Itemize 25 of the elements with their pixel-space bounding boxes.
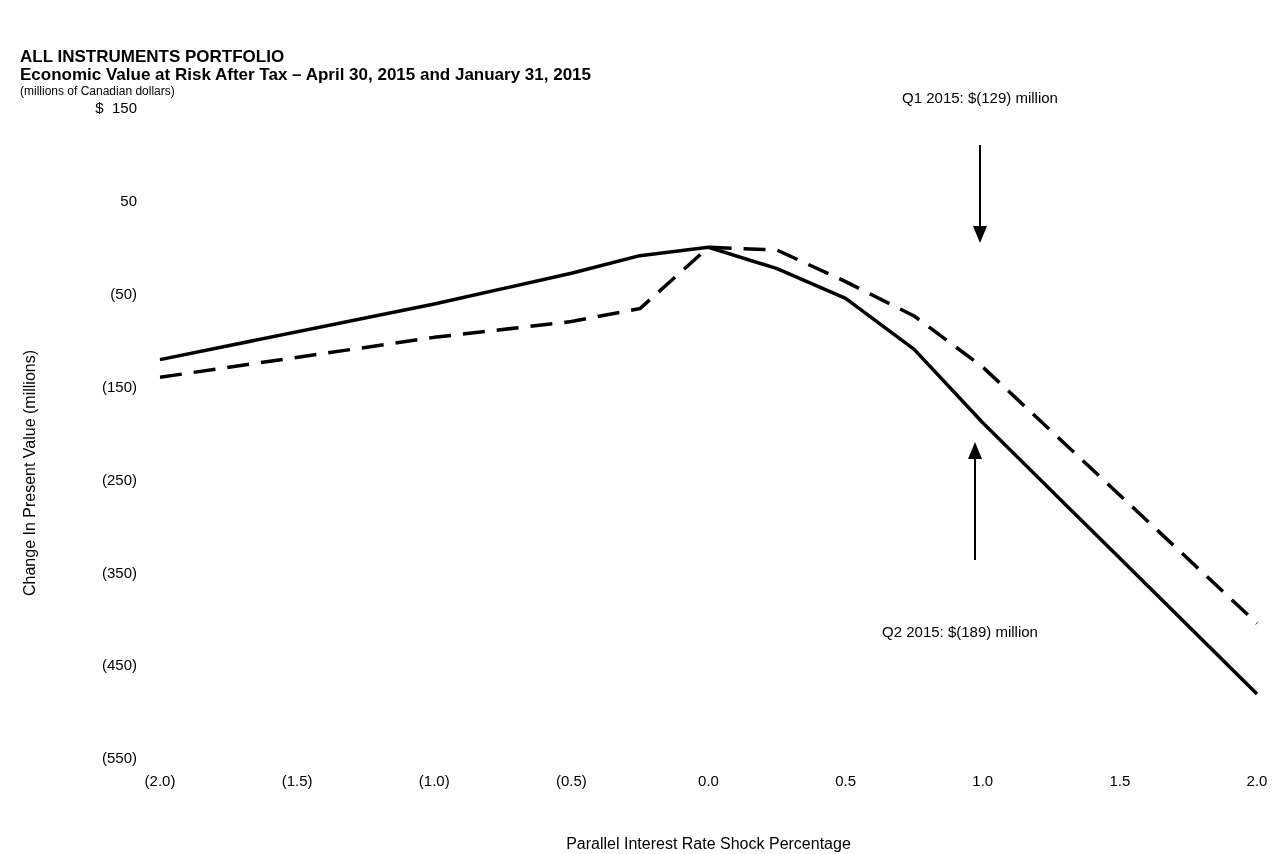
y-tick-label: $ 150: [95, 99, 137, 117]
x-tick-label: 0.0: [698, 772, 719, 789]
y-tick-label: (450): [101, 656, 137, 674]
y-tick-label: (50): [110, 284, 137, 302]
x-tick-label: (0.5): [555, 772, 587, 789]
text: Q1 2015: $(129) million: [902, 89, 1058, 106]
chart-title: ALL INSTRUMENTS PORTFOLIO: [20, 47, 285, 66]
x-tick-label: 2.0: [1246, 772, 1268, 789]
x-tick-label: 1.0: [972, 772, 994, 789]
y-tick-label: (250): [101, 470, 137, 488]
x-axis-title: Parallel Interest Rate Shock Percentage: [566, 835, 851, 852]
x-tick-label: 0.5: [835, 772, 857, 789]
x-tick-label: (1.5): [281, 772, 313, 789]
line-series: [158, 245, 1259, 696]
y-tick-label: (550): [101, 749, 137, 767]
annotation: Q2 2015: $(189) million: [882, 623, 1038, 640]
x-tick-label: (1.0): [418, 772, 450, 789]
chart-subtitle: Economic Value at Risk After Tax – April 30, 2015 and January 31, 2015: [20, 65, 592, 84]
x-tick-label: (2.0): [144, 772, 176, 789]
text: (millions of Canadian dollars): [20, 84, 175, 98]
x-tick-label: 1.5: [1109, 772, 1131, 789]
y-tick-label: 50: [120, 192, 137, 210]
y-tick-label: (150): [101, 377, 137, 395]
y-axis-title: Change In Present Value (millions): [21, 349, 38, 597]
y-tick-label: (350): [101, 563, 137, 581]
